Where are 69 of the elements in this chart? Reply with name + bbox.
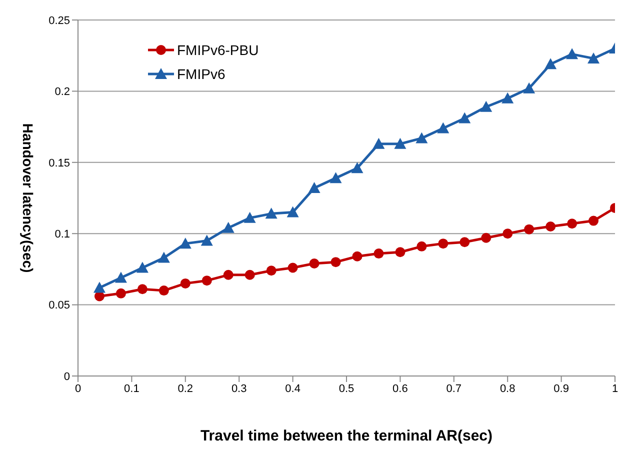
point [372,138,385,149]
point [394,138,406,149]
point [179,238,192,249]
x-tick-label: 0 [74,382,82,395]
point [351,162,364,174]
point [244,212,256,223]
y-tick-label: 0 [64,370,70,383]
x-tick-label: 0.3 [231,382,247,395]
point [288,262,298,273]
point [416,132,428,144]
point [438,238,448,249]
x-tick-label: 0.1 [124,382,140,395]
x-tick-label: 0.7 [446,382,462,395]
x-axis-title: Travel time between the terminal AR(sec) [200,428,493,445]
point [567,218,578,229]
point [524,224,534,234]
x-tick-label: 0.9 [554,382,569,395]
point [286,206,299,218]
x-tick-label: 0.4 [285,382,300,395]
point [265,208,278,219]
y-tick-label: 0.05 [48,300,70,312]
point [416,241,427,252]
point [458,112,471,124]
point [588,216,599,226]
point [352,251,362,262]
point [395,247,406,258]
y-tick-label: 0.1 [54,228,70,241]
point [330,257,341,268]
x-tick-label: 1 [612,382,618,395]
x-tick-label: 0.2 [178,382,194,395]
point [523,82,536,94]
point [502,92,514,104]
y-axis-title: Handover latency(sec) [20,123,36,273]
point [114,272,127,283]
point [544,58,557,70]
point [94,291,104,302]
y-tick-label: 0.2 [54,86,70,98]
y-tick-label: 0.15 [48,157,70,170]
point [222,222,234,233]
x-tick-label: 0.6 [392,382,408,395]
point [266,266,276,276]
point [588,52,600,64]
point [93,282,106,293]
point [200,234,213,246]
point [116,288,126,298]
y-tick-label: 0.25 [48,14,70,27]
point [460,237,470,248]
x-tick-label: 0.5 [338,382,354,395]
point [546,221,556,232]
point [180,278,190,288]
point [480,100,492,112]
point [566,48,578,60]
point [223,270,234,280]
point [158,252,170,263]
point [502,228,513,239]
point [137,284,148,294]
point [374,248,384,259]
point [158,286,169,296]
point [309,258,320,269]
x-tick-label: 0.8 [500,382,516,395]
point [202,276,212,286]
point [330,172,342,184]
point [136,262,148,273]
point [308,182,320,194]
legend-label: FMIPv6 [177,65,226,84]
legend-label: FMIPv6-PBU [177,41,259,60]
point [481,232,492,243]
point [244,270,255,280]
point [437,122,450,134]
